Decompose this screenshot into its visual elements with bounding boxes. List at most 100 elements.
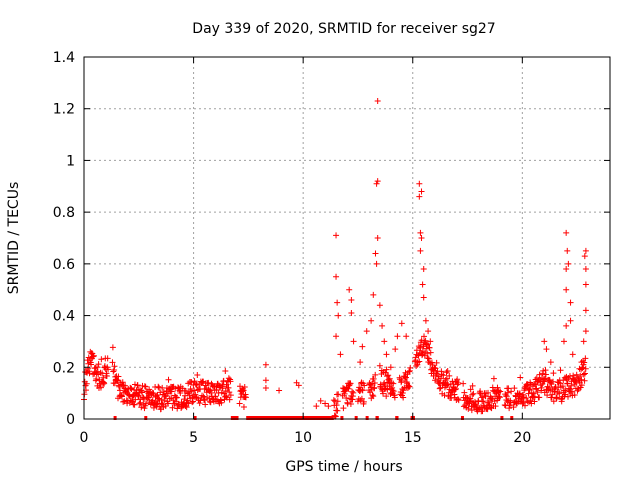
data-point: [131, 401, 138, 408]
data-point: [413, 347, 420, 354]
data-point: [490, 387, 497, 394]
data-point: [349, 388, 356, 395]
data-point: [418, 188, 425, 195]
data-point: [534, 389, 541, 396]
data-point: [325, 403, 332, 410]
data-point: [398, 320, 405, 327]
data-point: [384, 386, 391, 393]
data-point: [398, 377, 405, 384]
data-point: [240, 404, 247, 411]
data-point: [376, 302, 383, 309]
data-point: [403, 333, 410, 340]
data-point: [331, 412, 338, 419]
data-point: [392, 346, 399, 353]
data-point: [567, 299, 574, 306]
data-point: [579, 364, 586, 371]
data-point: [358, 395, 365, 402]
data-point: [191, 378, 198, 385]
data-point: [550, 370, 557, 377]
axis-ticks: 0 0.2 0.4 0.6 0.8 1 1.2 1.4 0 5 10 15 20: [53, 50, 610, 446]
data-point: [488, 395, 495, 402]
data-point: [236, 400, 243, 407]
data-point: [159, 401, 166, 408]
data-point: [334, 407, 341, 414]
data-point: [538, 384, 545, 391]
data-point: [581, 377, 588, 384]
grid: [84, 57, 610, 419]
data-point: [330, 397, 337, 404]
data-point: [557, 380, 564, 387]
data-gap-marker: [510, 416, 514, 420]
data-point: [527, 397, 534, 404]
data-point: [563, 229, 570, 236]
y-tick-label: 0: [66, 412, 75, 428]
x-tick-label: 10: [294, 430, 312, 446]
data-point: [441, 392, 448, 399]
data-point: [361, 382, 368, 389]
data-point: [222, 387, 229, 394]
data-point: [185, 400, 192, 407]
data-point: [479, 408, 486, 415]
data-point: [582, 328, 589, 335]
data-point: [416, 193, 423, 200]
data-point: [335, 391, 342, 398]
data-point: [84, 365, 91, 372]
data-point: [516, 390, 523, 397]
data-point: [317, 397, 324, 404]
data-point: [426, 344, 433, 351]
data-point: [454, 376, 461, 383]
data-point: [105, 366, 112, 373]
x-tick-label: 20: [513, 430, 531, 446]
data-point: [445, 381, 452, 388]
data-point: [467, 386, 474, 393]
data-point: [422, 317, 429, 324]
data-point: [213, 386, 220, 393]
y-tick-label: 1: [66, 153, 75, 169]
data-point: [425, 355, 432, 362]
data-point: [98, 356, 105, 363]
data-point: [333, 273, 340, 280]
data-point: [455, 397, 462, 404]
data-point: [494, 384, 501, 391]
data-point: [444, 367, 451, 374]
data-point: [427, 349, 434, 356]
data-point: [562, 387, 569, 394]
data-point: [523, 394, 530, 401]
data-point: [383, 393, 390, 400]
data-point: [226, 396, 233, 403]
data-point: [504, 398, 511, 405]
data-point: [563, 266, 570, 273]
data-point: [143, 400, 150, 407]
data-point: [83, 380, 90, 387]
data-point: [383, 366, 390, 373]
y-tick-label: 1.2: [53, 102, 75, 118]
data-point: [295, 382, 302, 389]
data-point: [103, 373, 110, 380]
data-point: [374, 235, 381, 241]
data-point: [427, 338, 434, 345]
data-point: [101, 380, 108, 387]
data-point: [578, 359, 585, 366]
data-gap-marker: [144, 416, 148, 420]
data-point: [322, 400, 329, 407]
data-point: [523, 382, 530, 389]
data-point: [580, 338, 587, 345]
data-point: [194, 371, 201, 378]
data-point: [574, 374, 581, 381]
data-point: [241, 383, 248, 390]
data-point: [222, 367, 229, 374]
data-point: [333, 333, 340, 340]
data-point: [525, 390, 532, 397]
data-point: [155, 395, 162, 402]
data-point: [533, 385, 540, 392]
data-point: [177, 389, 184, 396]
data-point: [262, 361, 269, 368]
data-point: [85, 354, 92, 361]
data-point: [420, 266, 427, 273]
data-point: [109, 344, 116, 351]
y-tick-label: 0.8: [53, 205, 75, 221]
data-point: [172, 385, 179, 392]
data-point: [95, 361, 102, 368]
data-point: [202, 401, 209, 408]
